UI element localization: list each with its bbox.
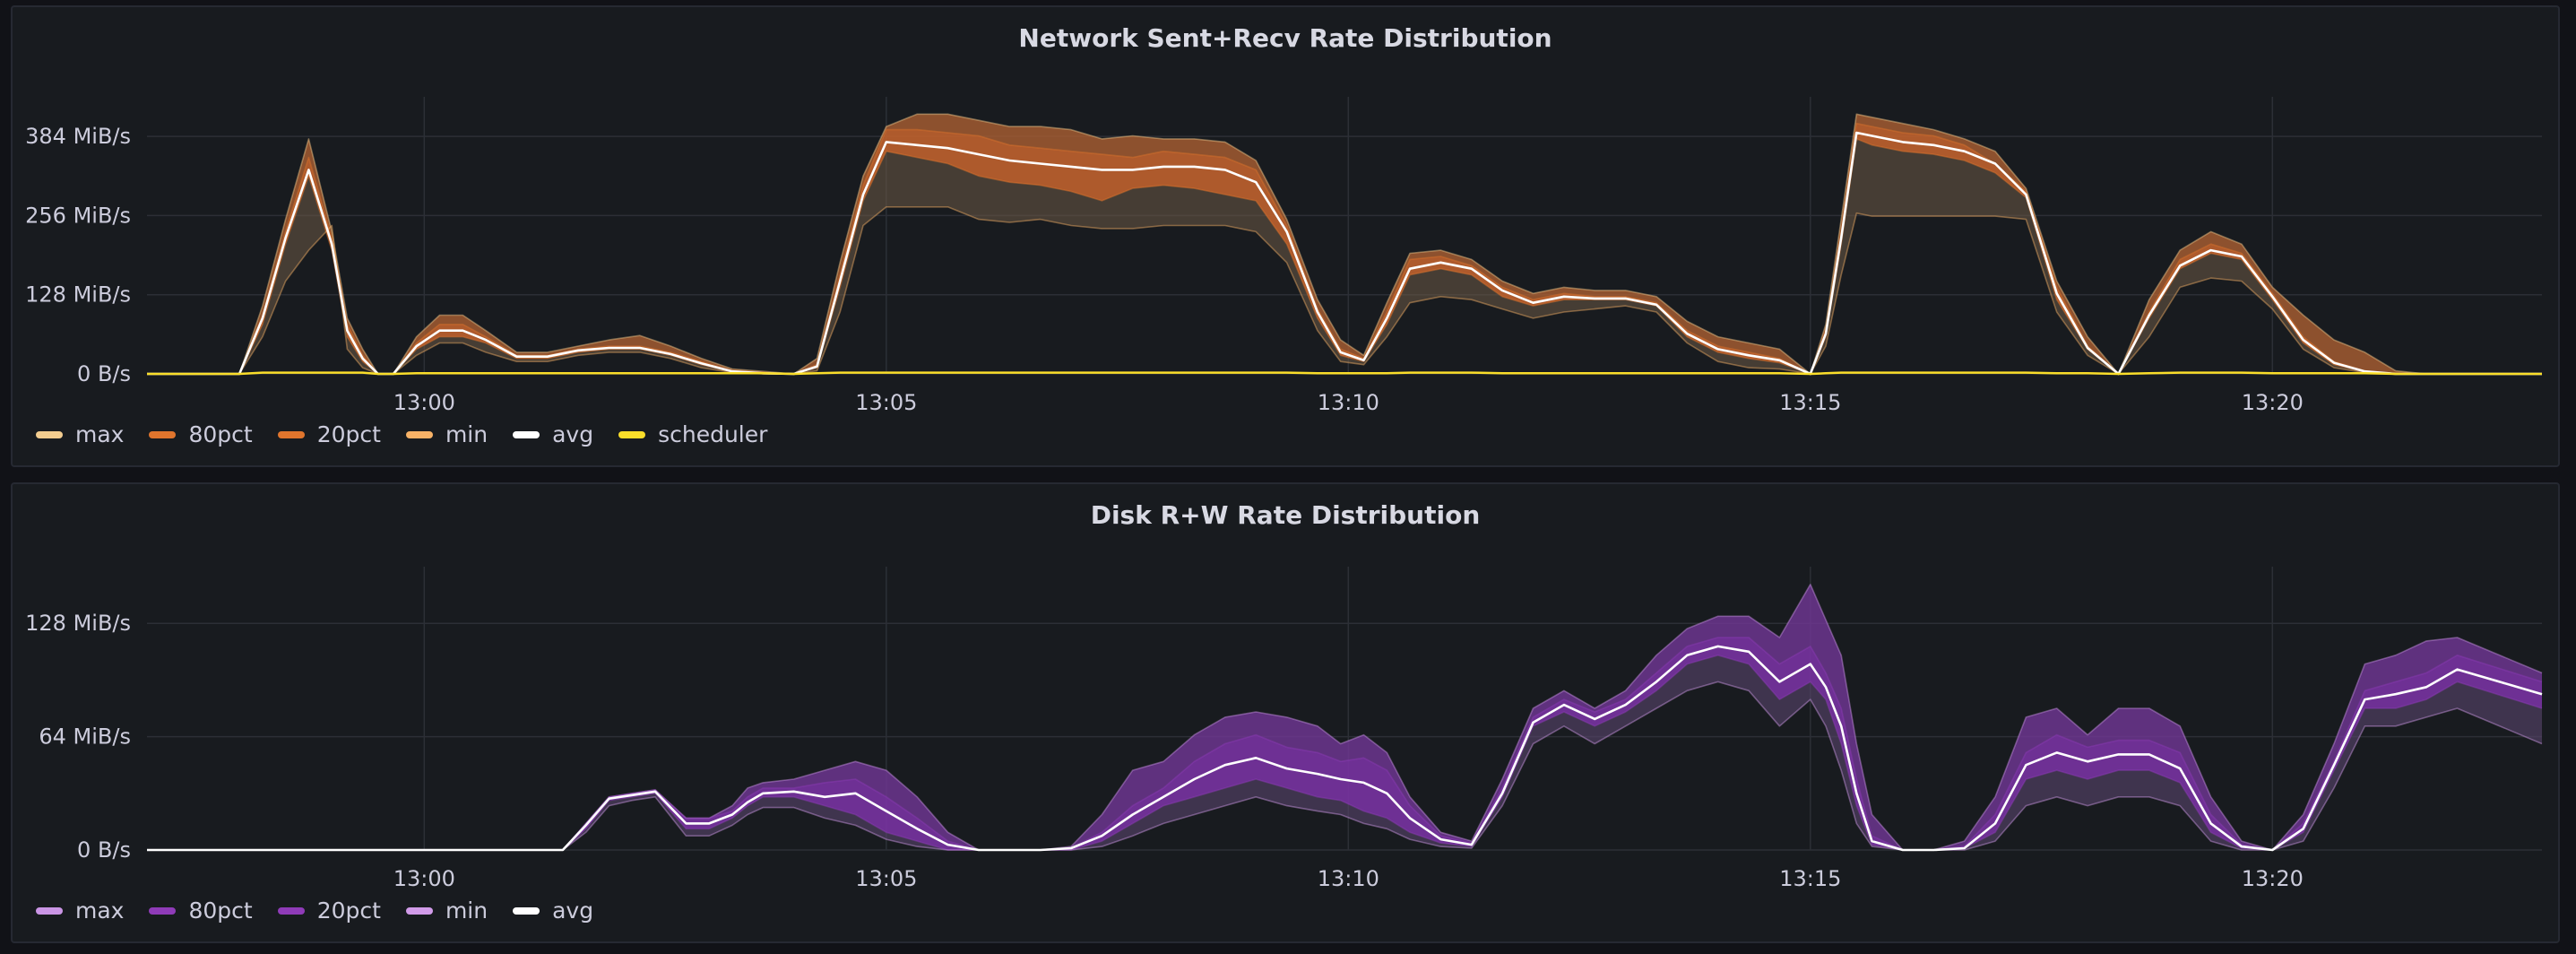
- y-tick-label: 128 MiB/s: [25, 611, 131, 636]
- chart-legend: max 80pct 20pct min avg: [36, 898, 618, 924]
- legend-label: min: [445, 898, 488, 924]
- legend-swatch: [513, 430, 540, 438]
- chart-title: Network Sent+Recv Rate Distribution: [1018, 23, 1552, 53]
- y-tick-label: 384 MiB/s: [25, 124, 131, 149]
- legend-swatch: [405, 906, 433, 915]
- y-tick-label: 64 MiB/s: [39, 724, 131, 750]
- legend-item-min[interactable]: min: [405, 421, 488, 447]
- x-tick-label: 13:00: [393, 866, 455, 891]
- legend-item-scheduler[interactable]: scheduler: [618, 421, 767, 447]
- legend-label: max: [75, 898, 125, 924]
- series-line-min: [147, 681, 2543, 851]
- x-tick-label: 13:15: [1779, 390, 1841, 415]
- legend-item-max[interactable]: max: [36, 898, 124, 924]
- series-line-max: [147, 584, 2543, 851]
- legend-label: 20pct: [316, 898, 381, 924]
- legend-item-80pct[interactable]: 80pct: [149, 898, 253, 924]
- series-line-avg: [147, 645, 2543, 852]
- legend-item-80pct[interactable]: 80pct: [149, 421, 253, 447]
- x-tick-label: 13:05: [855, 866, 917, 891]
- series-line-20pct: [147, 655, 2543, 851]
- band-max-min: [147, 584, 2542, 850]
- legend-item-20pct[interactable]: 20pct: [277, 421, 381, 447]
- y-tick-label: 0 B/s: [77, 361, 131, 386]
- series-line-min: [147, 206, 2542, 375]
- legend-swatch: [513, 906, 540, 915]
- legend-swatch: [36, 906, 63, 915]
- y-tick-label: 256 MiB/s: [25, 203, 131, 228]
- legend-swatch: [618, 430, 646, 438]
- legend-swatch: [277, 430, 305, 438]
- band-max-80pct: [147, 584, 2542, 850]
- disk-rate-chart[interactable]: 0 B/s 64 MiB/s 128 MiB/s 13:00 13:05 13:10 13:…: [13, 484, 2562, 945]
- legend-label: 80pct: [188, 421, 253, 447]
- legend-swatch: [149, 430, 177, 438]
- chart-legend: max 80pct 20pct min avg scheduler: [36, 421, 792, 447]
- legend-swatch: [277, 906, 305, 915]
- x-tick-label: 13:10: [1318, 866, 1379, 891]
- legend-swatch: [405, 430, 433, 438]
- band-max-min: [147, 114, 2542, 375]
- network-rate-chart[interactable]: 0 B/s 128 MiB/s 256 MiB/s 384 MiB/s 13:00 13:…: [13, 7, 2562, 469]
- y-tick-label: 0 B/s: [77, 837, 131, 863]
- network-rate-panel: Network Sent+Recv Rate Distribution 0 B/…: [11, 5, 2560, 467]
- series-line-20pct: [147, 138, 2542, 375]
- legend-label: 80pct: [188, 898, 253, 924]
- x-tick-label: 13:15: [1779, 866, 1841, 891]
- series-line-80pct: [147, 122, 2542, 375]
- legend-item-avg[interactable]: avg: [513, 421, 593, 447]
- legend-label: avg: [552, 898, 594, 924]
- series-line-avg: [147, 131, 2542, 376]
- chart-title: Disk R+W Rate Distribution: [1090, 500, 1481, 530]
- legend-label: min: [445, 421, 488, 447]
- legend-label: avg: [552, 421, 594, 447]
- legend-swatch: [149, 906, 177, 915]
- y-tick-label: 128 MiB/s: [25, 282, 131, 308]
- series-line-80pct: [147, 637, 2543, 851]
- legend-label: 20pct: [316, 421, 381, 447]
- legend-item-min[interactable]: min: [405, 898, 488, 924]
- x-tick-label: 13:20: [2242, 866, 2304, 891]
- legend-item-avg[interactable]: avg: [513, 898, 593, 924]
- legend-label: max: [75, 421, 125, 447]
- x-tick-label: 13:20: [2242, 390, 2304, 415]
- legend-item-20pct[interactable]: 20pct: [277, 898, 381, 924]
- x-tick-label: 13:10: [1318, 390, 1379, 415]
- legend-swatch: [36, 430, 63, 438]
- x-tick-label: 13:05: [855, 390, 917, 415]
- legend-item-max[interactable]: max: [36, 421, 124, 447]
- band-max-80pct: [147, 114, 2542, 375]
- series-line-max: [147, 113, 2542, 375]
- x-tick-label: 13:00: [393, 390, 455, 415]
- disk-rate-panel: Disk R+W Rate Distribution 0 B/s 64 MiB/s…: [11, 482, 2560, 943]
- legend-label: scheduler: [658, 421, 768, 447]
- series-line-scheduler: [147, 371, 2542, 376]
